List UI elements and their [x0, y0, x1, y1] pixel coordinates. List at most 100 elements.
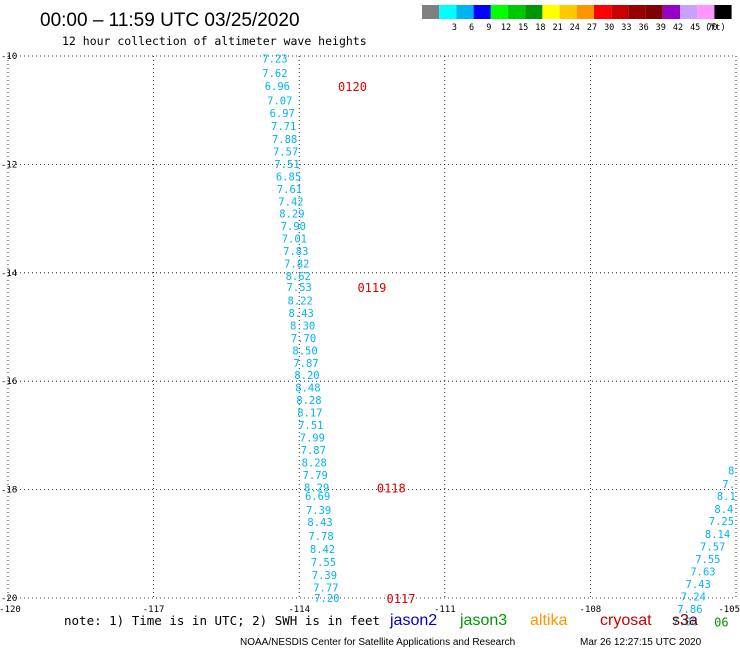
y-tick-label: -18 [1, 486, 17, 496]
swh-point: 8.22 [288, 295, 313, 307]
satellite-label-altika: altika [530, 612, 567, 629]
swh-point: 7.25 [709, 516, 734, 528]
legend-swatch [662, 5, 680, 19]
swh-point: 6.69 [305, 491, 330, 503]
swh-point: 7.62 [262, 68, 287, 80]
pass-time-label: 0120 [338, 80, 367, 94]
satellite-label-jason2: jason2 [389, 612, 437, 629]
swh-point: 7.08 [672, 616, 697, 628]
legend-bin-label: 70 [707, 23, 717, 33]
swh-observations: 7.237.626.967.076.977.717.887.577.516.85… [262, 54, 735, 629]
pass-time-label: 0118 [377, 481, 406, 495]
legend-swatch [422, 5, 440, 19]
legend-bin-label: 12 [501, 23, 511, 33]
legend-bin-label: 45 [690, 23, 700, 33]
legend-bin-label: 6 [469, 23, 474, 33]
swh-point: 7.63 [690, 566, 715, 578]
legend-bin-label: 18 [535, 23, 545, 33]
swh-point: 7.55 [311, 557, 336, 569]
legend-bin-label: 30 [604, 23, 614, 33]
swh-point: 7.24 [681, 591, 706, 603]
pass-time-label: 06 [714, 615, 728, 629]
swh-point: 7.23 [262, 54, 287, 66]
satellite-label-jason3: jason3 [459, 612, 507, 629]
swh-point: 7.87 [293, 358, 318, 370]
legend-swatch [490, 5, 508, 19]
pass-time-label: 0117 [387, 592, 416, 606]
legend-swatch [525, 5, 543, 19]
legend-swatch [542, 5, 560, 19]
swh-point: 7.51 [274, 159, 299, 171]
legend-swatch [439, 5, 457, 19]
legend-bin-label: 3 [452, 23, 457, 33]
swh-point: 8.50 [292, 345, 317, 357]
legend-bin-label: 33 [621, 23, 631, 33]
swh-point: 7.42 [278, 196, 303, 208]
legend-swatch [611, 5, 629, 19]
swh-point: 8.17 [297, 408, 322, 420]
swh-point: 6.96 [265, 81, 290, 93]
grid-lines [7, 55, 737, 599]
x-tick-label: -117 [143, 605, 165, 615]
legend-swatch [456, 5, 474, 19]
swh-point: 8.29 [304, 482, 329, 494]
legend-swatch [645, 5, 663, 19]
footer-timestamp: Mar 26 12:27:15 UTC 2020 [580, 637, 702, 648]
legend-unit: (ft) [705, 23, 725, 33]
y-tick-label: -16 [1, 377, 17, 387]
legend-swatch [680, 5, 698, 19]
y-axis-ticks: -10 -12 -14 -16 -18 -20 [1, 52, 17, 604]
x-tick-label: -114 [288, 605, 310, 615]
swh-point: 6.85 [276, 171, 301, 183]
satellite-label-cryosat: cryosat [600, 612, 652, 629]
swh-point: 7.55 [695, 554, 720, 566]
x-axis-ticks: -120 -117 -114 -111 -108 -105 [0, 605, 740, 615]
legend-swatch [508, 5, 526, 19]
legend-swatch [473, 5, 491, 19]
swh-point: 8.48 [295, 383, 320, 395]
legend-bin-label: 15 [518, 23, 528, 33]
swh-point: 8.1 [717, 491, 736, 503]
swh-point: 8.42 [310, 544, 335, 556]
swh-point: 7.88 [272, 134, 297, 146]
swh-point: 7.90 [281, 221, 306, 233]
legend-swatch [576, 5, 594, 19]
swh-point: 7.07 [267, 95, 292, 107]
chart-title: 00:00 – 11:59 UTC 03/25/2020 [40, 10, 300, 31]
swh-point: 7.71 [271, 121, 296, 133]
x-tick-label: -108 [580, 605, 602, 615]
legend-bin-label: 24 [570, 23, 580, 33]
satellite-legend: jason2 jason3 altika cryosat s3a [389, 612, 698, 629]
swh-point: 8.28 [302, 458, 327, 470]
legend-bin-label: 9 [486, 23, 491, 33]
swh-point: 8.4 [714, 504, 733, 516]
swh-point: 7.57 [700, 542, 725, 554]
y-tick-label: -10 [1, 52, 17, 62]
swh-point: 7.82 [284, 259, 309, 271]
swh-point: 7.86 [677, 604, 702, 616]
swh-point: 8.43 [288, 308, 313, 320]
legend-bin-label: 27 [587, 23, 597, 33]
swh-point: 7.39 [306, 505, 331, 517]
swh-point: 7. [722, 479, 735, 491]
y-tick-label: -20 [1, 594, 17, 604]
swh-point: 7.79 [303, 470, 328, 482]
swh-point: 8.20 [294, 370, 319, 382]
x-tick-label: -111 [434, 605, 456, 615]
plot-area: -120 -117 -114 -111 -108 -105 -10 -12 -14 -16 -18… [0, 52, 740, 629]
swh-point: 8 [728, 466, 734, 478]
swh-point: 8.29 [279, 209, 304, 221]
legend-bin-label: 21 [552, 23, 562, 33]
y-tick-label: -14 [1, 269, 17, 279]
swh-point: 7.87 [301, 445, 326, 457]
swh-point: 7.57 [273, 146, 298, 158]
swh-point: 8.62 [286, 271, 311, 283]
swh-point: 8.43 [307, 517, 332, 529]
legend-bin-label: 39 [656, 23, 666, 33]
swh-point: 7.61 [277, 184, 302, 196]
chart-subtitle: 12 hour collection of altimeter wave hei… [62, 34, 367, 48]
x-tick-label: -105 [718, 605, 740, 615]
y-tick-label: -12 [1, 160, 17, 170]
swh-point: 7.53 [287, 282, 312, 294]
